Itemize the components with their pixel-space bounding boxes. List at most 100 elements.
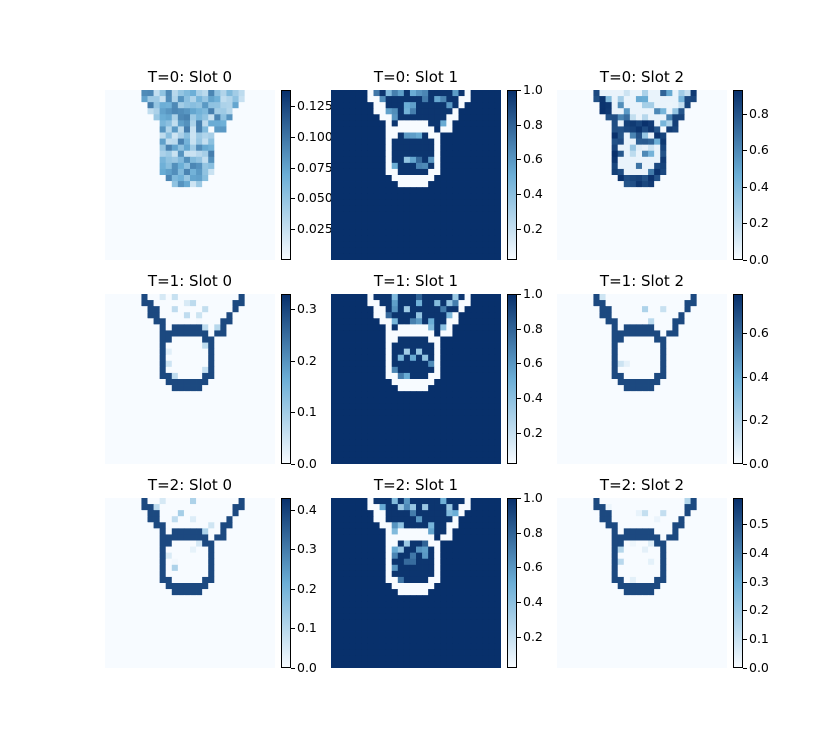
heatmap-cell [575,120,582,127]
heatmap-cell [123,150,130,158]
heatmap-cell [476,451,484,459]
heatmap-cell [666,162,673,170]
heatmap-cell [611,348,619,356]
heatmap-cell [611,108,619,115]
heatmap-cell [446,181,453,188]
heatmap-cell [361,138,368,146]
heatmap-cell [220,366,227,374]
heatmap-cell [696,379,704,386]
heatmap-cell [171,415,179,422]
heatmap-cell [397,415,405,422]
heatmap-cell [629,403,637,410]
heatmap-cell [397,457,405,464]
heatmap-cell [165,324,173,331]
heatmap-cell [337,168,344,176]
heatmap-cell [660,241,667,249]
heatmap-cell [434,354,441,362]
heatmap-cell [355,108,362,115]
heatmap-cell [416,235,423,243]
heatmap-cell [343,372,350,380]
heatmap-cell [428,439,435,447]
heatmap-cell [714,199,722,206]
heatmap-cell [575,336,582,343]
heatmap-cell [349,439,356,447]
heatmap-cell [557,391,564,398]
heatmap-cell [129,175,136,182]
heatmap-cell [355,175,362,182]
heatmap-cell [476,235,484,243]
heatmap-cell [422,445,429,453]
heatmap-cell [678,354,685,362]
heatmap-cell [696,253,704,260]
heatmap-cell [337,366,344,374]
heatmap-cell [343,330,350,337]
heatmap-cell [623,433,631,441]
heatmap-cell [702,199,710,206]
heatmap-cell [165,318,173,325]
heatmap-cell [476,102,484,109]
heatmap-cell [714,409,722,416]
heatmap-cell [434,241,441,249]
heatmap-cell [268,247,275,255]
heatmap-cell [367,181,374,188]
heatmap-cell [165,457,173,464]
heatmap-cell [373,126,380,133]
heatmap-cell [391,330,399,337]
heatmap-cell [494,330,501,337]
heatmap-cell [599,138,606,146]
heatmap-cell [452,360,459,368]
heatmap-cell [385,223,393,231]
heatmap-cell [147,114,154,121]
heatmap-cell [190,229,197,237]
heatmap-cell [599,391,606,398]
heatmap-cell [557,397,564,404]
heatmap-cell [361,168,368,176]
heatmap-cell [452,247,459,255]
heatmap-cell [111,193,118,200]
heatmap-cell [563,223,570,231]
heatmap-cell [397,247,405,255]
heatmap-cell [367,187,374,194]
heatmap-cell [488,397,496,404]
heatmap-cell [135,144,142,152]
heatmap-cell [331,181,338,188]
heatmap-cell [488,150,496,158]
heatmap-cell [196,193,203,200]
heatmap-cell [557,156,564,164]
heatmap-cell [617,102,625,109]
heatmap-cell [678,312,685,319]
heatmap-cell [593,168,600,176]
heatmap-cell [482,114,490,121]
heatmap-cell [165,132,173,139]
heatmap-cell [165,498,173,505]
heatmap-cell [129,126,136,133]
heatmap-cell [403,366,411,374]
heatmap-cell [557,336,564,343]
heatmap-cell [599,175,606,182]
heatmap-cell [105,168,112,176]
heatmap-cell [196,403,203,410]
heatmap-cell [135,114,142,121]
heatmap-cell [660,120,667,127]
heatmap-cell [416,312,423,319]
heatmap-cell [611,306,619,313]
heatmap-cell [367,354,374,362]
heatmap-cell [446,96,453,103]
heatmap-cell [105,90,112,97]
heatmap-cell [391,409,399,416]
heatmap-cell [403,253,411,260]
heatmap-cell [385,409,393,416]
heatmap-cell [141,199,148,206]
heatmap-cell [464,403,472,410]
heatmap-cell [714,330,722,337]
heatmap-cell [141,241,148,249]
heatmap-cell [593,114,600,121]
heatmap-cell [238,516,246,523]
heatmap-cell [702,421,710,428]
heatmap-cell [256,247,264,255]
heatmap-cell [129,379,136,386]
heatmap-cell [111,199,118,206]
heatmap-cell [623,150,631,158]
heatmap-cell [581,168,588,176]
heatmap-cell [593,397,600,404]
